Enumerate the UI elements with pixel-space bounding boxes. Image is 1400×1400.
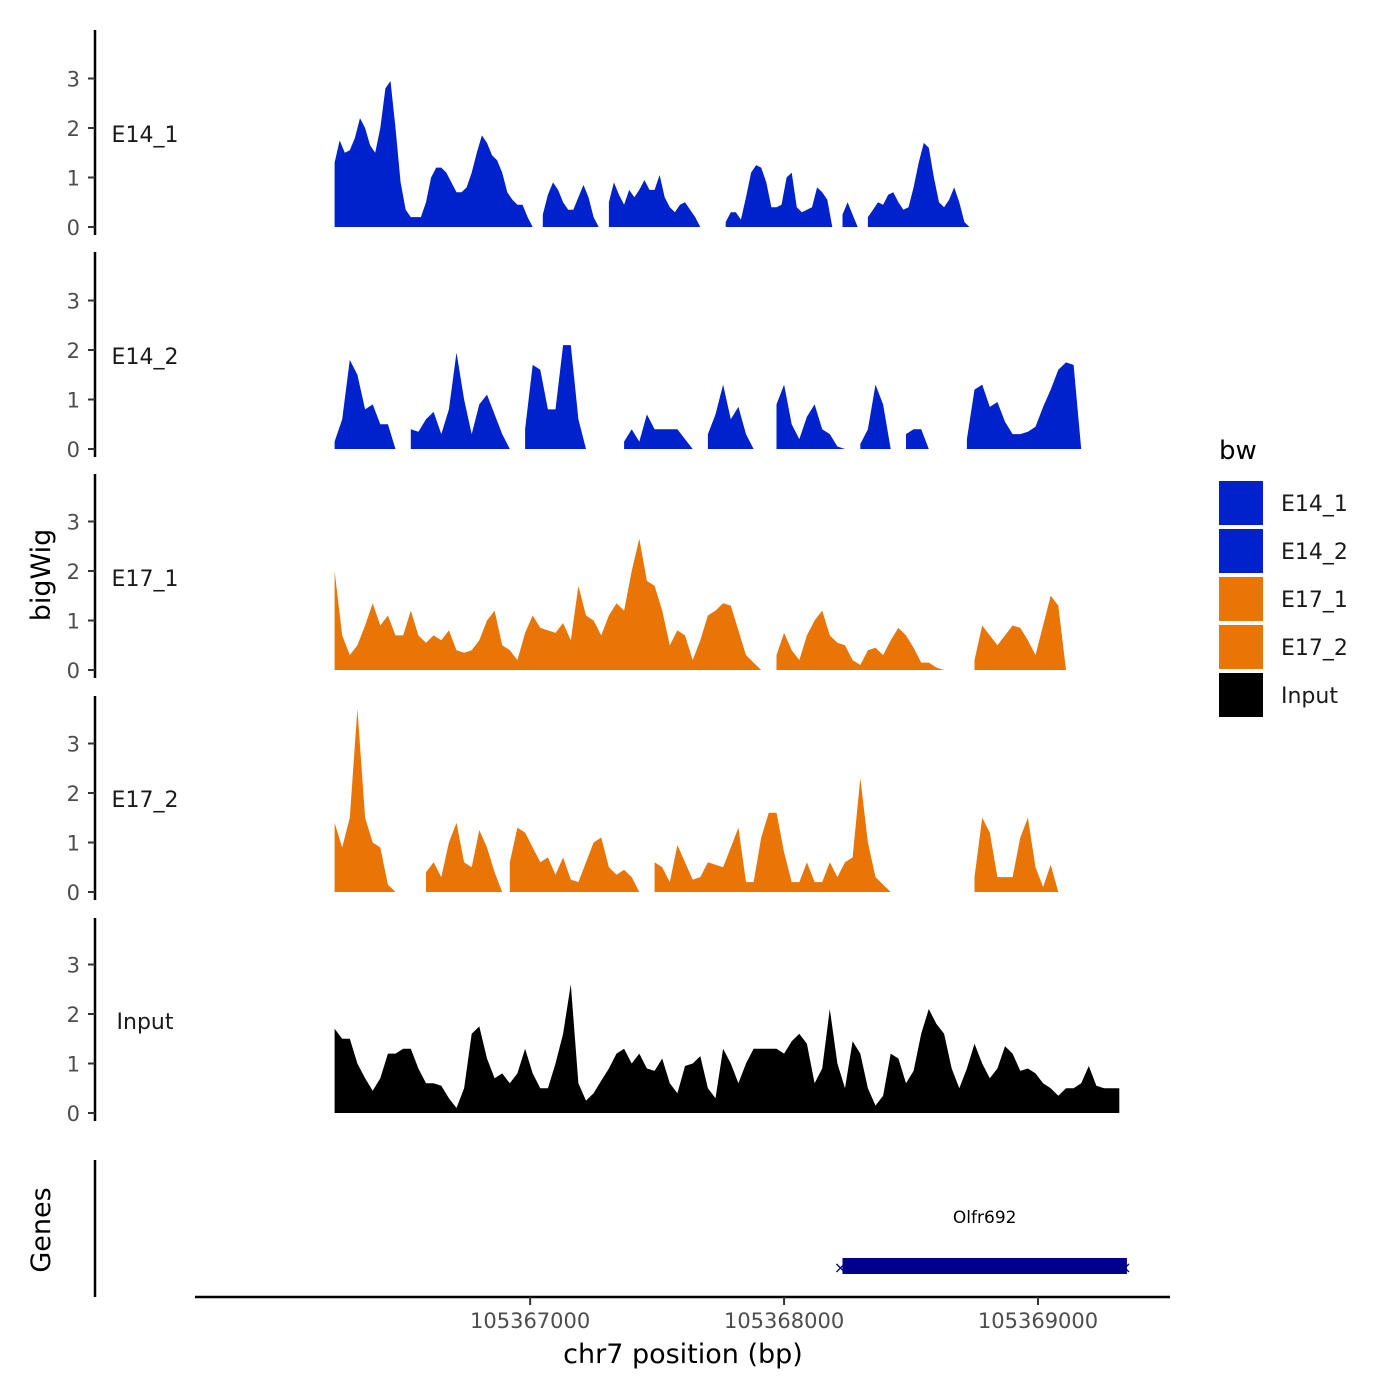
legend-swatch-E14_2 [1219, 529, 1263, 573]
y-axis-title: bigWig [26, 529, 57, 622]
legend-label-Input: Input [1281, 684, 1338, 709]
legend-swatch-E17_1 [1219, 577, 1263, 621]
y-tick-label: 3 [67, 511, 80, 535]
x-axis: 105367000 105368000 105369000 [195, 1295, 1170, 1333]
signal-area-E14_1 [334, 81, 970, 227]
y-tick-label: 1 [67, 832, 80, 856]
track-E14_2: 0 1 2 3 E14_2 [67, 252, 1082, 462]
y-tick-label: 2 [67, 782, 80, 806]
x-tick-label: 105368000 [724, 1309, 844, 1333]
y-tick-label: 0 [67, 1102, 80, 1126]
y-tick-label: 0 [67, 659, 80, 683]
y-tick-label: 3 [67, 954, 80, 978]
legend-title: bw [1219, 436, 1257, 466]
y-tick-label: 2 [67, 339, 80, 363]
legend-swatch-Input [1219, 673, 1263, 717]
legend-label-E14_2: E14_2 [1281, 540, 1348, 565]
track-label-E17_1: E17_1 [112, 567, 179, 592]
y-tick-label: 0 [67, 881, 80, 905]
track-label-Input: Input [117, 1010, 174, 1035]
track-Input: 0 1 2 3 Input [67, 918, 1120, 1126]
y-tick-label: 2 [67, 560, 80, 584]
gene-label-Olfr692: Olfr692 [953, 1208, 1017, 1228]
signal-area-Input [334, 984, 1120, 1113]
track-E14_1: 0 1 2 3 E14_1 [67, 30, 970, 240]
track-E17_2: 0 1 2 3 E17_2 [67, 696, 1059, 905]
legend-swatch-E14_1 [1219, 481, 1263, 525]
y-tick-label: 3 [67, 68, 80, 92]
track-label-E14_2: E14_2 [112, 345, 179, 370]
signal-area-E17_2 [334, 708, 1059, 892]
y-tick-label: 3 [67, 290, 80, 314]
track-E17_1: 0 1 2 3 E17_1 [67, 474, 1067, 683]
y-tick-label: 2 [67, 117, 80, 141]
gene-strand-marker: × [1118, 1258, 1131, 1277]
y-tick-label: 0 [67, 438, 80, 462]
x-axis-title: chr7 position (bp) [563, 1339, 803, 1370]
y-tick-label: 0 [67, 216, 80, 240]
legend-swatch-E17_2 [1219, 625, 1263, 669]
genes-axis-title: Genes [26, 1187, 57, 1272]
y-tick-label: 1 [67, 389, 80, 413]
gene-body-Olfr692 [842, 1258, 1127, 1274]
legend-label-E17_1: E17_1 [1281, 588, 1348, 613]
x-tick-label: 105367000 [470, 1309, 590, 1333]
signal-tracks: 0 1 2 3 E14_1 0 1 2 3 E14_2 0 1 2 3 E17_1 0 1 2 3 E17_2 0 1 2 3… [67, 30, 1120, 1126]
track-label-E17_2: E17_2 [112, 788, 179, 813]
legend-label-E17_2: E17_2 [1281, 636, 1348, 661]
y-tick-label: 1 [67, 167, 80, 191]
gene-strand-marker: × [834, 1258, 847, 1277]
signal-area-E17_1 [334, 538, 1067, 670]
genes-panel: × × Olfr692 [93, 1160, 1132, 1297]
y-tick-label: 1 [67, 1053, 80, 1077]
y-tick-label: 2 [67, 1003, 80, 1027]
signal-area-E14_2 [334, 345, 1082, 449]
y-tick-label: 3 [67, 733, 80, 757]
x-tick-label: 105369000 [978, 1309, 1098, 1333]
legend-label-E14_1: E14_1 [1281, 492, 1348, 517]
y-tick-label: 1 [67, 610, 80, 634]
track-label-E14_1: E14_1 [112, 123, 179, 148]
legend: bw E14_1 E14_2 E17_1 E17_2 Input [1219, 436, 1348, 717]
